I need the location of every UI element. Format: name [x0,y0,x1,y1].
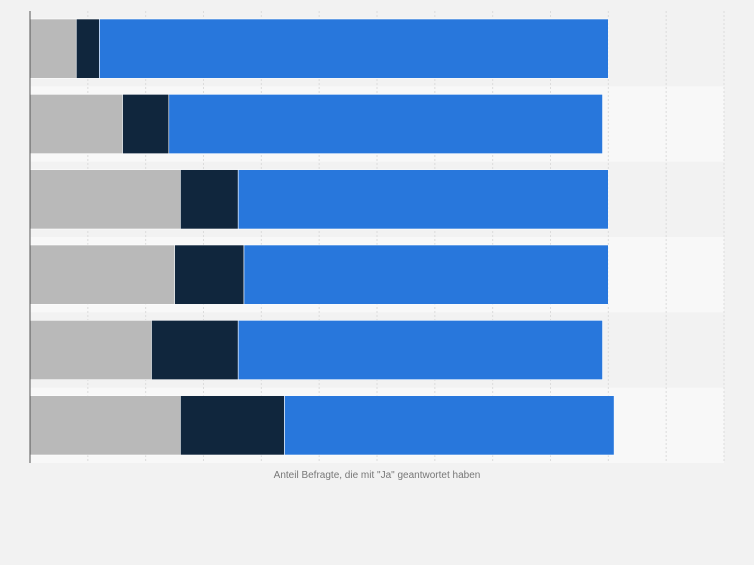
bar-segment-row-2-series-3[interactable] [168,94,603,154]
bar-segment-row-1-series-3[interactable] [99,18,609,79]
bar-segment-row-6-series-3[interactable] [284,395,615,456]
bar-segment-row-4-series-1[interactable] [29,244,175,305]
bar-segment-row-6-series-1[interactable] [29,395,181,456]
bar-segment-row-5-series-1[interactable] [29,320,152,380]
bar-segment-row-3-series-3[interactable] [237,169,609,230]
bar-segment-row-3-series-2[interactable] [180,169,239,230]
x-axis-title: Anteil Befragte, die mit "Ja" geantworte… [274,470,481,481]
bar-segment-row-5-series-2[interactable] [151,320,239,380]
bar-segment-row-3-series-1[interactable] [29,169,181,230]
bar-segment-row-2-series-2[interactable] [122,94,170,154]
bar-segment-row-1-series-1[interactable] [29,18,77,79]
bar-segment-row-2-series-1[interactable] [29,94,123,154]
bar-segment-row-4-series-3[interactable] [243,244,609,305]
bar-segment-row-6-series-2[interactable] [180,395,285,456]
bars [29,18,615,456]
grid-lines [87,11,725,463]
bar-segment-row-1-series-2[interactable] [75,18,100,79]
bar-segment-row-5-series-3[interactable] [237,320,603,380]
bar-segment-row-4-series-2[interactable] [174,244,245,305]
